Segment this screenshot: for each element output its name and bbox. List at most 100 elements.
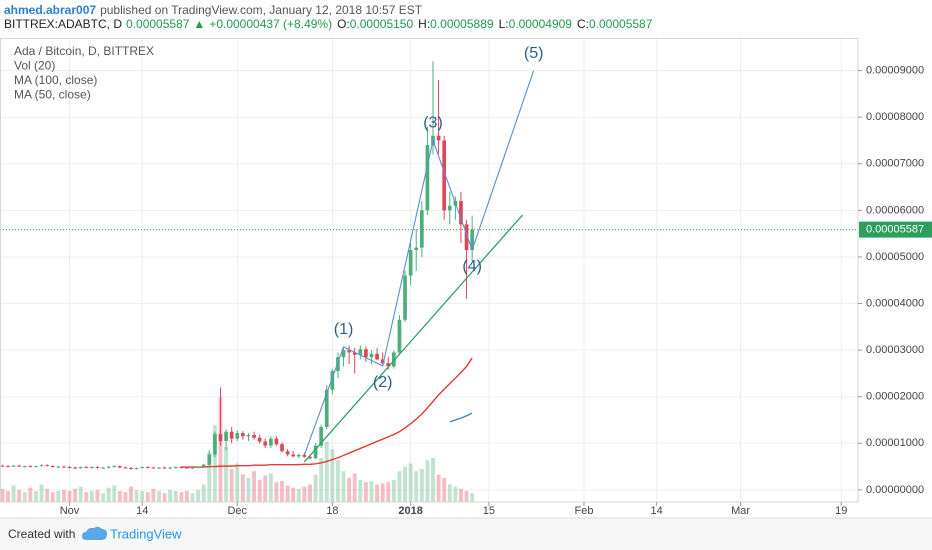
candle-body — [358, 349, 363, 355]
ohlc-value: 0.00004909 — [508, 17, 572, 31]
ohlc: O:0.00005150 H:0.00005889 L:0.00004909 C:0.… — [332, 17, 652, 31]
volume-bar — [134, 489, 139, 502]
wave-label: (1) — [334, 321, 354, 338]
volume-bar — [453, 486, 458, 502]
x-tick-label: 14 — [136, 505, 148, 517]
volume-bar — [464, 491, 469, 502]
candle-body — [386, 363, 391, 367]
volume-bar — [0, 488, 5, 502]
candle-body — [235, 433, 240, 439]
x-tick-label: 18 — [326, 505, 338, 517]
header-line: ahmed.abrar007 published on TradingView.c… — [4, 3, 422, 17]
volume-bar — [56, 491, 61, 502]
candle-body — [397, 319, 402, 353]
last-price-label: 0.00005587 — [866, 224, 924, 236]
ohlc-label: L: — [498, 17, 509, 31]
author[interactable]: ahmed.abrar007 — [4, 3, 97, 17]
candle-body — [369, 353, 374, 358]
candle-body — [123, 467, 128, 469]
volume-bar — [274, 482, 279, 502]
volume-bar — [207, 452, 212, 502]
y-tick-label: 0.00008000 — [866, 111, 924, 123]
volume-bar — [73, 488, 78, 502]
volume-bar — [375, 484, 380, 502]
candle-body — [285, 451, 290, 455]
volume-bar — [296, 488, 301, 502]
volume-bar — [95, 489, 100, 502]
volume-bar — [280, 481, 284, 502]
volume-bar — [252, 471, 257, 502]
volume-bar — [28, 487, 33, 502]
volume-bar — [257, 480, 262, 502]
ohlc-label: O: — [337, 17, 350, 31]
y-tick-label: 0.00003000 — [866, 344, 924, 356]
candle-body — [392, 352, 396, 367]
volume-bar — [352, 473, 357, 502]
volume-bar — [101, 493, 106, 502]
candle-body — [241, 433, 245, 437]
volume-bar — [414, 471, 419, 502]
x-tick-label: 14 — [651, 505, 663, 517]
volume-bar — [145, 492, 150, 502]
volume-bar — [229, 469, 234, 502]
candle-body — [336, 357, 340, 372]
footer-brand[interactable]: TradingView — [110, 526, 182, 541]
header-quote: BITTREX:ADABTC, D 0.00005587 ▲ +0.00000437 … — [4, 17, 652, 31]
volume-bar — [235, 463, 240, 502]
candle-body — [425, 145, 430, 211]
volume-bar — [319, 458, 324, 502]
volume-bar — [140, 491, 145, 502]
volume-bar — [341, 471, 346, 502]
volume-bar — [313, 474, 318, 502]
volume-bar — [106, 487, 111, 502]
ohlc-value: 0.00005889 — [430, 17, 494, 31]
candle-body — [414, 247, 419, 250]
candle-body — [274, 438, 279, 445]
candle-body — [162, 467, 167, 469]
plot-area — [0, 38, 858, 502]
candle-body — [313, 445, 318, 459]
volume-bar — [263, 475, 268, 502]
candle-body — [106, 466, 111, 468]
volume-bar — [369, 481, 374, 502]
volume-bar — [196, 489, 201, 502]
candle-body — [151, 467, 156, 469]
candle-body — [324, 389, 329, 427]
candle-body — [213, 433, 217, 455]
arrow: ▲ — [193, 17, 206, 31]
footer-created: Created with — [8, 527, 75, 541]
candle-body — [246, 434, 251, 437]
ma-line — [181, 357, 473, 468]
volume-bar — [347, 477, 352, 502]
volume-bar — [459, 488, 463, 502]
volume-bar — [447, 484, 452, 502]
volume-bar — [358, 480, 363, 502]
volume-bar — [285, 485, 290, 502]
brand-logo — [82, 526, 107, 540]
candle-body — [341, 350, 346, 358]
candle-body — [173, 467, 178, 469]
candle-body — [78, 467, 83, 469]
candle-body — [442, 140, 447, 211]
volume-bar — [17, 489, 22, 502]
ohlc-label: H: — [418, 17, 431, 31]
volume-bar — [39, 484, 44, 502]
candle-body — [6, 466, 10, 468]
last-price-box — [859, 221, 932, 238]
y-tick-label: 0.00007000 — [866, 158, 924, 170]
y-tick-label: 0.00009000 — [866, 65, 924, 77]
volume-bar — [470, 493, 475, 502]
x-tick-label: Mar — [731, 505, 750, 517]
candle-body — [201, 464, 206, 467]
candle-body — [95, 467, 100, 469]
candle-body — [140, 467, 145, 469]
candle-body — [90, 467, 94, 469]
price: 0.00005587 — [126, 17, 190, 31]
symbol: BITTREX:ADABTC, D — [4, 17, 123, 31]
volume-bar — [212, 425, 217, 502]
x-tick-label: 2018 — [398, 505, 422, 517]
candle-body — [419, 210, 424, 248]
volume-bar — [168, 489, 173, 502]
volume-bar — [78, 486, 83, 502]
